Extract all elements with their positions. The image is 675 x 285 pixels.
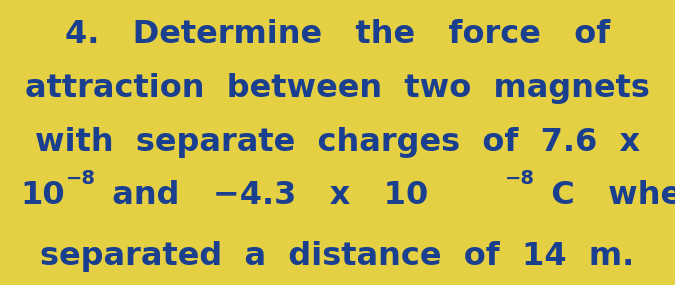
Text: with  separate  charges  of  7.6  x: with separate charges of 7.6 x: [35, 127, 640, 158]
Text: C   when: C when: [529, 180, 675, 211]
Text: 4.   Determine   the   force   of: 4. Determine the force of: [65, 19, 610, 50]
Text: and   −4.3   x   10: and −4.3 x 10: [90, 180, 428, 211]
Text: −8: −8: [66, 169, 96, 188]
Text: −8: −8: [505, 169, 535, 188]
Text: 10: 10: [20, 180, 65, 211]
Text: separated  a  distance  of  14  m.: separated a distance of 14 m.: [40, 241, 634, 272]
Text: attraction  between  two  magnets: attraction between two magnets: [25, 73, 650, 104]
